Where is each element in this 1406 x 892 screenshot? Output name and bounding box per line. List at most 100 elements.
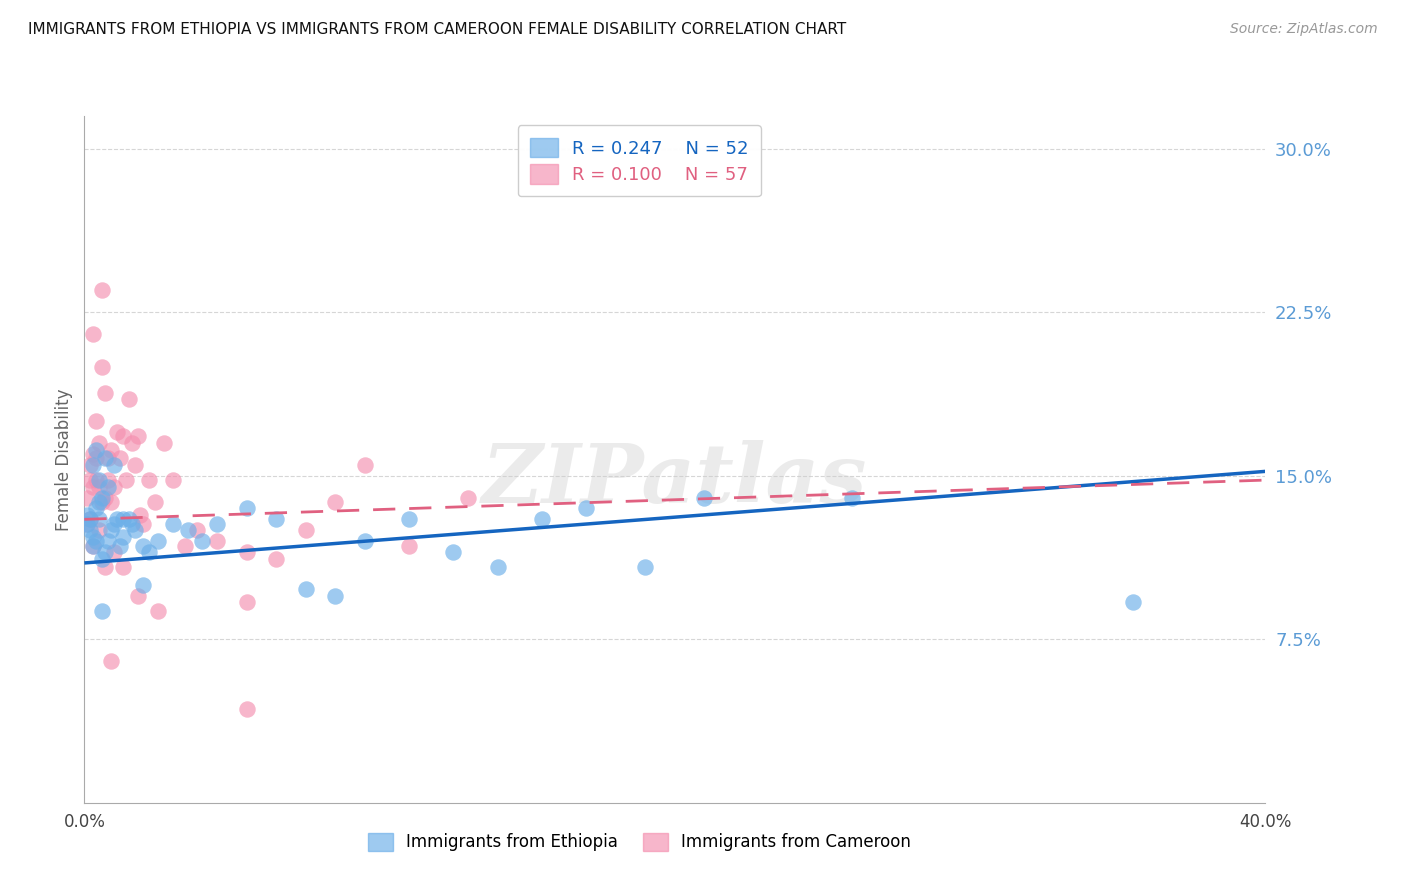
- Point: [186, 523, 208, 537]
- Point: [441, 545, 464, 559]
- Point: [97, 473, 120, 487]
- Point: [235, 595, 259, 609]
- Point: [82, 326, 104, 341]
- Text: ZIPatlas: ZIPatlas: [482, 440, 868, 520]
- Point: [79, 512, 101, 526]
- Point: [82, 530, 104, 544]
- Point: [127, 589, 149, 603]
- Point: [100, 495, 122, 509]
- Point: [124, 523, 146, 537]
- Point: [177, 523, 200, 537]
- Point: [94, 545, 117, 559]
- Point: [354, 534, 377, 549]
- Point: [79, 458, 101, 472]
- Point: [457, 491, 479, 505]
- Point: [87, 480, 111, 494]
- Point: [111, 560, 134, 574]
- Point: [91, 495, 114, 509]
- Point: [94, 451, 117, 466]
- Point: [143, 495, 166, 509]
- Point: [84, 534, 107, 549]
- Point: [323, 495, 347, 509]
- Point: [97, 534, 120, 549]
- Point: [173, 539, 195, 553]
- Point: [634, 560, 657, 574]
- Point: [138, 545, 160, 559]
- Point: [205, 516, 228, 531]
- Point: [87, 473, 111, 487]
- Point: [264, 551, 288, 566]
- Point: [121, 516, 143, 531]
- Point: [103, 458, 125, 472]
- Point: [235, 545, 259, 559]
- Point: [138, 473, 160, 487]
- Point: [84, 451, 107, 466]
- Point: [108, 539, 131, 553]
- Point: [295, 523, 318, 537]
- Point: [97, 451, 120, 466]
- Point: [132, 578, 155, 592]
- Legend: Immigrants from Ethiopia, Immigrants from Cameroon: Immigrants from Ethiopia, Immigrants fro…: [360, 824, 920, 860]
- Point: [103, 480, 125, 494]
- Point: [162, 473, 184, 487]
- Point: [841, 491, 863, 505]
- Point: [79, 473, 101, 487]
- Point: [103, 545, 125, 559]
- Point: [354, 458, 377, 472]
- Point: [295, 582, 318, 596]
- Point: [530, 512, 553, 526]
- Point: [118, 512, 141, 526]
- Point: [82, 539, 104, 553]
- Point: [84, 473, 107, 487]
- Point: [114, 473, 136, 487]
- Point: [398, 512, 420, 526]
- Point: [87, 523, 111, 537]
- Point: [84, 442, 107, 457]
- Point: [100, 523, 122, 537]
- Point: [91, 551, 114, 566]
- Point: [76, 508, 98, 522]
- Point: [124, 458, 146, 472]
- Point: [79, 523, 101, 537]
- Point: [97, 480, 120, 494]
- Point: [235, 501, 259, 516]
- Text: IMMIGRANTS FROM ETHIOPIA VS IMMIGRANTS FROM CAMEROON FEMALE DISABILITY CORRELATI: IMMIGRANTS FROM ETHIOPIA VS IMMIGRANTS F…: [28, 22, 846, 37]
- Point: [91, 604, 114, 618]
- Point: [76, 491, 98, 505]
- Point: [100, 442, 122, 457]
- Point: [91, 359, 114, 374]
- Point: [132, 539, 155, 553]
- Point: [121, 436, 143, 450]
- Point: [127, 429, 149, 443]
- Point: [94, 491, 117, 505]
- Point: [105, 425, 128, 439]
- Point: [693, 491, 716, 505]
- Point: [264, 512, 288, 526]
- Point: [82, 458, 104, 472]
- Point: [111, 530, 134, 544]
- Point: [323, 589, 347, 603]
- Point: [100, 654, 122, 668]
- Point: [191, 534, 214, 549]
- Point: [87, 495, 111, 509]
- Point: [76, 516, 98, 531]
- Point: [111, 429, 134, 443]
- Point: [94, 560, 117, 574]
- Text: Source: ZipAtlas.com: Source: ZipAtlas.com: [1230, 22, 1378, 37]
- Point: [105, 512, 128, 526]
- Point: [398, 539, 420, 553]
- Point: [486, 560, 509, 574]
- Point: [235, 702, 259, 716]
- Point: [84, 414, 107, 428]
- Point: [79, 512, 101, 526]
- Y-axis label: Female Disability: Female Disability: [55, 388, 73, 531]
- Point: [103, 516, 125, 531]
- Point: [1122, 595, 1144, 609]
- Point: [153, 436, 176, 450]
- Point: [132, 516, 155, 531]
- Point: [76, 516, 98, 531]
- Point: [82, 539, 104, 553]
- Point: [118, 392, 141, 407]
- Point: [205, 534, 228, 549]
- Point: [148, 534, 170, 549]
